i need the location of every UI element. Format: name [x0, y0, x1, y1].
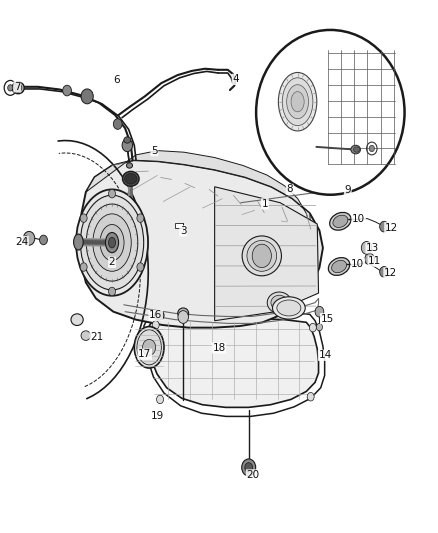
Ellipse shape — [86, 204, 138, 281]
Text: 10: 10 — [351, 259, 364, 269]
Text: 6: 6 — [113, 76, 120, 85]
Circle shape — [316, 324, 322, 331]
Text: 14: 14 — [318, 350, 332, 360]
Polygon shape — [86, 151, 311, 229]
Ellipse shape — [247, 240, 277, 271]
Text: 3: 3 — [180, 226, 187, 236]
Circle shape — [178, 311, 188, 324]
Text: 2: 2 — [109, 257, 115, 267]
Ellipse shape — [256, 30, 405, 195]
Polygon shape — [215, 187, 318, 321]
Text: 1: 1 — [261, 199, 268, 209]
Text: 15: 15 — [321, 313, 334, 324]
Circle shape — [361, 241, 372, 254]
Text: 10: 10 — [352, 214, 365, 224]
Circle shape — [109, 189, 116, 198]
Ellipse shape — [351, 146, 360, 154]
Ellipse shape — [74, 234, 83, 250]
Ellipse shape — [124, 137, 131, 143]
Circle shape — [156, 312, 162, 319]
Circle shape — [80, 263, 87, 271]
Ellipse shape — [271, 295, 288, 310]
Ellipse shape — [127, 163, 133, 168]
Circle shape — [122, 139, 133, 152]
Ellipse shape — [93, 214, 131, 271]
Circle shape — [245, 463, 253, 472]
Text: 12: 12 — [384, 268, 397, 278]
Ellipse shape — [283, 78, 313, 126]
Circle shape — [152, 321, 159, 329]
Circle shape — [39, 235, 47, 245]
Ellipse shape — [76, 189, 148, 296]
Ellipse shape — [106, 232, 119, 253]
Circle shape — [380, 266, 389, 277]
Ellipse shape — [277, 300, 301, 316]
Ellipse shape — [125, 173, 137, 184]
Ellipse shape — [81, 331, 91, 341]
Circle shape — [309, 324, 316, 332]
Ellipse shape — [330, 213, 351, 230]
Text: 8: 8 — [286, 184, 293, 195]
Circle shape — [156, 395, 163, 403]
Bar — [175, 223, 183, 228]
Ellipse shape — [123, 171, 139, 186]
Polygon shape — [81, 160, 323, 328]
Circle shape — [109, 287, 116, 296]
Circle shape — [24, 236, 28, 241]
Text: 7: 7 — [14, 82, 21, 92]
Circle shape — [23, 231, 35, 245]
Circle shape — [137, 263, 144, 271]
Text: 9: 9 — [345, 185, 351, 196]
Text: 24: 24 — [15, 237, 28, 247]
Ellipse shape — [279, 72, 317, 131]
Ellipse shape — [242, 236, 282, 276]
Ellipse shape — [178, 308, 189, 319]
Ellipse shape — [109, 237, 116, 248]
Text: 20: 20 — [247, 470, 260, 480]
Text: 21: 21 — [90, 332, 103, 342]
Ellipse shape — [137, 330, 161, 365]
Text: 16: 16 — [149, 310, 162, 320]
Circle shape — [143, 340, 155, 356]
Ellipse shape — [81, 195, 144, 290]
Ellipse shape — [332, 260, 346, 273]
Circle shape — [315, 306, 324, 317]
Text: 5: 5 — [151, 146, 158, 156]
Text: 19: 19 — [151, 411, 165, 422]
Ellipse shape — [100, 224, 124, 261]
Text: 4: 4 — [232, 75, 239, 84]
Ellipse shape — [272, 297, 305, 319]
Circle shape — [369, 146, 374, 152]
Circle shape — [81, 89, 93, 104]
Ellipse shape — [154, 311, 164, 320]
Circle shape — [137, 214, 144, 222]
Ellipse shape — [12, 82, 24, 94]
Circle shape — [380, 221, 389, 232]
Ellipse shape — [353, 147, 360, 152]
Text: 12: 12 — [385, 223, 398, 233]
Ellipse shape — [328, 257, 350, 276]
Circle shape — [113, 119, 122, 130]
Circle shape — [63, 85, 71, 96]
Text: 18: 18 — [212, 343, 226, 353]
Circle shape — [242, 459, 256, 476]
Ellipse shape — [287, 85, 308, 119]
Ellipse shape — [134, 327, 164, 368]
Polygon shape — [147, 319, 318, 407]
Text: 11: 11 — [368, 256, 381, 266]
Circle shape — [8, 85, 13, 91]
Ellipse shape — [71, 314, 83, 326]
Text: 13: 13 — [366, 243, 379, 253]
Circle shape — [80, 214, 87, 222]
Ellipse shape — [267, 292, 291, 313]
Ellipse shape — [291, 92, 304, 112]
Circle shape — [365, 253, 374, 265]
Circle shape — [14, 84, 21, 92]
Circle shape — [307, 392, 314, 401]
Text: 17: 17 — [138, 349, 152, 359]
Circle shape — [252, 244, 272, 268]
Ellipse shape — [333, 215, 348, 228]
